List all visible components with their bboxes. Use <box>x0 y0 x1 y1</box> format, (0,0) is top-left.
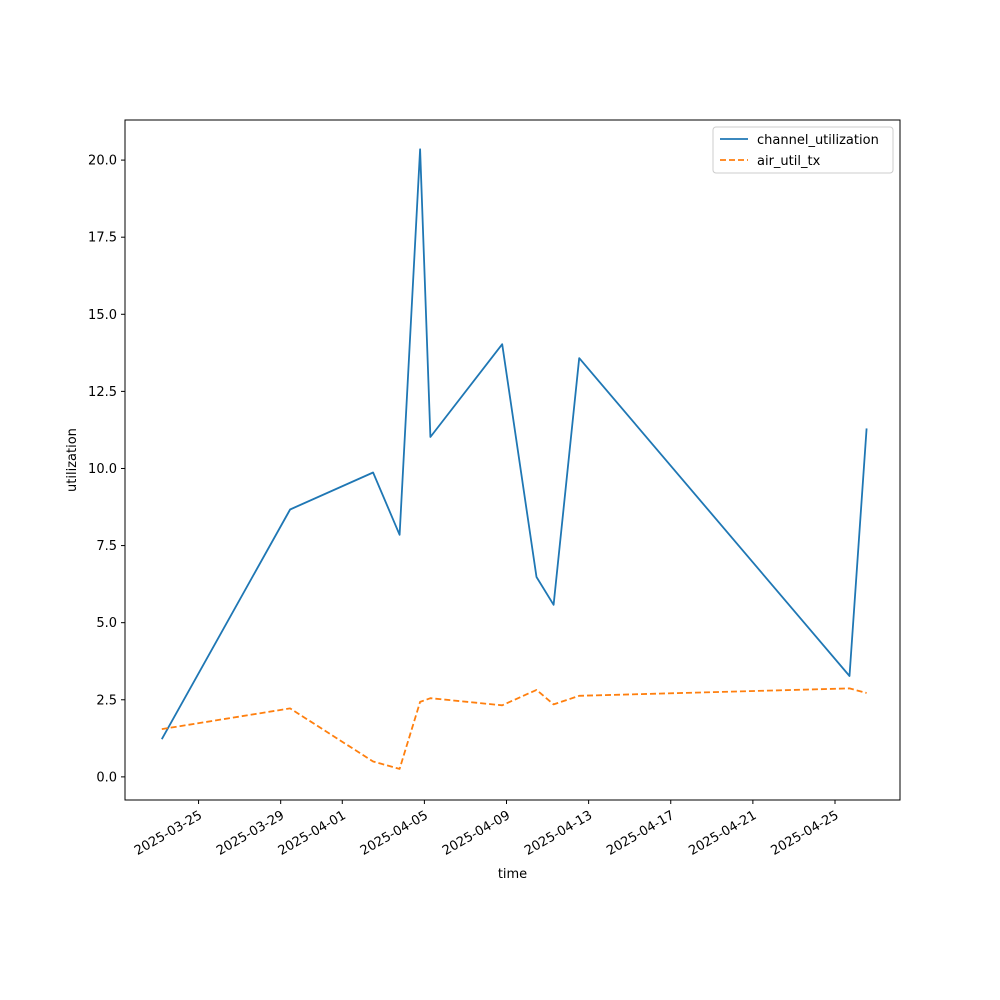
series-layer <box>161 148 868 770</box>
plot-frame <box>124 119 901 801</box>
x-axis-label: time <box>498 867 527 882</box>
legend-label-channel-utilization: channel_utilization <box>757 133 879 148</box>
legend-box <box>712 126 894 174</box>
legend: channel_utilization air_util_tx <box>712 126 894 174</box>
series-line-channel-utilization <box>161 148 868 740</box>
y-tick-label: 17.5 <box>88 231 117 246</box>
y-tick-label: 5.0 <box>96 616 117 631</box>
y-tick-label: 7.5 <box>96 539 117 554</box>
y-axis-ticks: 0.0 2.5 5.0 7.5 10.0 12.5 15.0 17.5 20.0 <box>88 154 125 785</box>
y-tick-label: 10.0 <box>88 462 117 477</box>
series-line-air-util-tx <box>161 687 867 770</box>
y-axis-label: utilization <box>65 428 80 492</box>
legend-label-air-util-tx: air_util_tx <box>757 154 821 169</box>
y-tick-label: 12.5 <box>88 385 117 400</box>
y-tick-label: 20.0 <box>88 154 117 169</box>
y-tick-label: 0.0 <box>96 770 117 785</box>
y-tick-label: 15.0 <box>88 308 117 323</box>
y-tick-label: 2.5 <box>96 693 117 708</box>
